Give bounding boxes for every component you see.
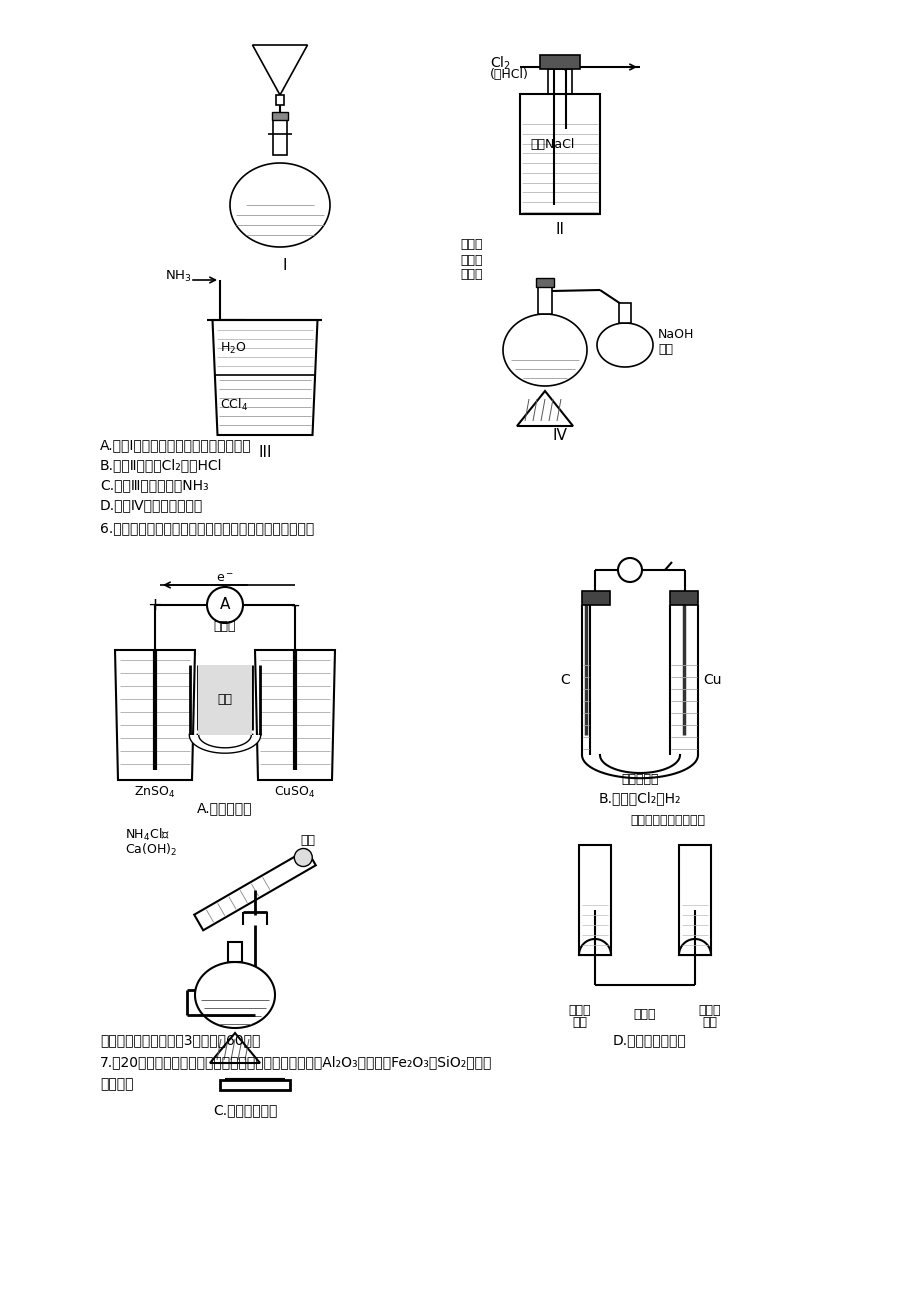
Bar [582, 605, 589, 755]
Text: 稀醒酸: 稀醒酸 [568, 1004, 591, 1017]
Text: C: C [560, 673, 570, 687]
Text: Cu: Cu [702, 673, 720, 687]
Polygon shape [678, 939, 710, 954]
Text: ZnSO$_4$: ZnSO$_4$ [134, 784, 176, 799]
Polygon shape [210, 1032, 260, 1062]
Text: III: III [258, 445, 271, 461]
Text: 7.（20分）某探究小组在实验室中用铝土矿（主要成分为Al₂O₃，还含有Fe₂O₃、SiO₂）提取: 7.（20分）某探究小组在实验室中用铝土矿（主要成分为Al₂O₃，还含有Fe₂O… [100, 1055, 492, 1069]
Text: +: + [147, 596, 163, 615]
Bar [536, 279, 553, 286]
Text: NaOH: NaOH [657, 328, 694, 341]
Circle shape [618, 559, 641, 582]
Bar [220, 1079, 289, 1090]
Text: 浓硫酸: 浓硫酸 [460, 268, 482, 281]
Polygon shape [212, 320, 317, 435]
Text: 润湿: 润湿 [572, 1017, 587, 1030]
Text: A.实验Ⅰ：配制一定物质的量浓度的溶液: A.实验Ⅰ：配制一定物质的量浓度的溶液 [100, 437, 252, 452]
Text: 盐桥: 盐桥 [217, 694, 233, 707]
Text: D.模拟铁锈蚀装置: D.模拟铁锈蚀装置 [612, 1032, 686, 1047]
Text: 乙酸、: 乙酸、 [460, 254, 482, 267]
Text: 6.下列有关化学实验装置图表现的内容正确的是（　　）: 6.下列有关化学实验装置图表现的内容正确的是（ ） [100, 521, 314, 535]
Text: 氧化铝。: 氧化铝。 [100, 1077, 133, 1091]
Bar [273, 120, 287, 155]
Text: B.实验Ⅱ：除去Cl₂中的HCl: B.实验Ⅱ：除去Cl₂中的HCl [100, 458, 222, 473]
Circle shape [294, 849, 312, 867]
Text: 食盐水: 食盐水 [698, 1004, 720, 1017]
Text: 棉花: 棉花 [300, 833, 314, 846]
Text: A.铜锥原电池: A.铜锥原电池 [197, 801, 253, 815]
Text: 红墨水: 红墨水 [633, 1009, 655, 1022]
Text: 三、简答题（本题包括3小题，兲60分）: 三、简答题（本题包括3小题，兲60分） [100, 1032, 260, 1047]
Polygon shape [230, 163, 330, 247]
Polygon shape [269, 76, 289, 92]
Text: 饱和食盐水: 饱和食盐水 [620, 773, 658, 786]
Polygon shape [252, 46, 307, 95]
Text: CuSO$_4$: CuSO$_4$ [274, 784, 315, 799]
Bar [582, 591, 609, 605]
Polygon shape [217, 375, 312, 432]
Text: 溶液: 溶液 [657, 344, 673, 357]
Text: 内壁沿有铁粉、木炭粉: 内壁沿有铁粉、木炭粉 [630, 814, 704, 827]
Polygon shape [194, 850, 315, 931]
Text: Cl$_2$: Cl$_2$ [490, 55, 510, 72]
Bar [669, 591, 698, 605]
Polygon shape [115, 650, 195, 780]
Polygon shape [234, 197, 324, 220]
Text: –: – [290, 596, 300, 615]
Text: B.电解制Cl₂和H₂: B.电解制Cl₂和H₂ [598, 792, 680, 805]
Bar [538, 286, 551, 314]
Text: NH$_4$Cl和: NH$_4$Cl和 [125, 827, 170, 844]
Polygon shape [503, 314, 586, 385]
Bar [548, 69, 572, 94]
Polygon shape [516, 391, 573, 426]
Text: II: II [555, 221, 564, 237]
Circle shape [207, 587, 243, 622]
Bar [198, 665, 252, 736]
Text: H$_2$O: H$_2$O [220, 340, 246, 355]
Text: A: A [220, 598, 230, 612]
Text: (含HCl): (含HCl) [490, 69, 528, 82]
Bar [276, 95, 284, 105]
Polygon shape [578, 939, 610, 954]
Text: 润湿: 润湿 [702, 1017, 717, 1030]
Polygon shape [190, 736, 260, 753]
Text: Ca(OH)$_2$: Ca(OH)$_2$ [125, 842, 177, 858]
Bar [581, 900, 608, 954]
Polygon shape [215, 326, 314, 375]
Text: 乙醇、: 乙醇、 [460, 238, 482, 251]
Text: 饱和NaCl: 饱和NaCl [529, 138, 573, 151]
Text: C.氨的制取装置: C.氨的制取装置 [212, 1103, 277, 1117]
Text: C.实验Ⅲ：用水吸收NH₃: C.实验Ⅲ：用水吸收NH₃ [100, 478, 209, 492]
Text: I: I [282, 258, 287, 272]
Bar [680, 900, 709, 954]
Text: D.实验Ⅳ：制备乙酸乙酩: D.实验Ⅳ：制备乙酸乙酩 [100, 497, 203, 512]
Text: e$^-$: e$^-$ [216, 573, 233, 586]
Polygon shape [596, 323, 652, 367]
Bar [678, 845, 710, 954]
Polygon shape [195, 962, 275, 1029]
Polygon shape [255, 650, 335, 780]
Bar [689, 605, 698, 755]
Text: 电流计: 电流计 [213, 621, 236, 634]
Bar [521, 124, 597, 212]
Bar [618, 303, 630, 323]
Bar [228, 943, 242, 962]
Text: NH$_3$: NH$_3$ [165, 268, 191, 284]
Bar [519, 94, 599, 214]
Bar [578, 845, 610, 954]
Text: CCl$_4$: CCl$_4$ [220, 397, 248, 413]
Bar [272, 112, 288, 120]
Bar [539, 55, 579, 69]
Text: IV: IV [552, 428, 567, 444]
